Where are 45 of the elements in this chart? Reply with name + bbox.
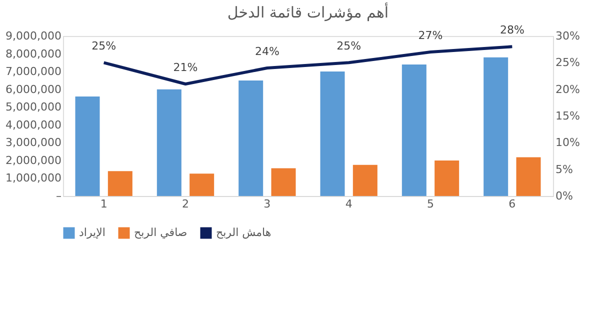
- y2-tick-label: 5%: [556, 162, 573, 176]
- bar: [516, 157, 541, 196]
- bar: [434, 160, 460, 196]
- y-tick-label: 4,000,000: [6, 118, 62, 132]
- y2-tick-label: 20%: [556, 82, 580, 96]
- legend-label: هامش الربح: [216, 226, 272, 239]
- y2-tick-label: 15%: [556, 110, 580, 122]
- bar: [238, 80, 264, 196]
- y2-tick-label: 25%: [556, 56, 580, 70]
- y-tick-label: 8,000,000: [6, 47, 62, 60]
- data-label: 24%: [254, 45, 280, 58]
- x-tick-label: 1: [100, 198, 108, 210]
- y-tick-label: 9,000,000: [6, 30, 62, 42]
- bar: [108, 171, 132, 196]
- data-label: 25%: [92, 40, 116, 53]
- bar: [320, 72, 345, 196]
- x-tick-label: 5: [427, 198, 434, 210]
- data-label: 27%: [418, 29, 443, 42]
- bar: [271, 168, 296, 196]
- y-tick-label: 1,000,000: [6, 172, 62, 185]
- legend-label: الإيراد: [79, 226, 106, 239]
- x-tick-label: 6: [508, 198, 516, 210]
- data-label: 28%: [500, 24, 524, 37]
- bar: [75, 96, 100, 196]
- bar: [190, 174, 214, 196]
- bar: [484, 57, 508, 196]
- y-tick-label: –: [56, 190, 62, 202]
- x-tick-label: 4: [345, 198, 352, 210]
- x-tick-label: 3: [264, 198, 271, 210]
- bar: [156, 89, 182, 196]
- bar: [352, 164, 378, 196]
- y-tick-label: 2,000,000: [6, 154, 62, 167]
- y-tick-label: 5,000,000: [6, 100, 62, 114]
- y2-tick-label: 0%: [556, 190, 573, 202]
- y-tick-label: 7,000,000: [6, 65, 62, 78]
- y-tick-label: 6,000,000: [6, 82, 62, 96]
- data-label: 25%: [336, 40, 362, 53]
- data-label: 21%: [173, 61, 198, 74]
- chart-title: أهم مؤشرات قائمة الدخل: [227, 2, 389, 22]
- legend-label: صافي الربح: [134, 226, 188, 239]
- x-tick-label: 2: [182, 198, 189, 210]
- y2-tick-label: 30%: [556, 30, 580, 42]
- y-tick-label: 3,000,000: [6, 136, 62, 150]
- y2-tick-label: 10%: [556, 136, 580, 150]
- bar: [402, 64, 426, 196]
